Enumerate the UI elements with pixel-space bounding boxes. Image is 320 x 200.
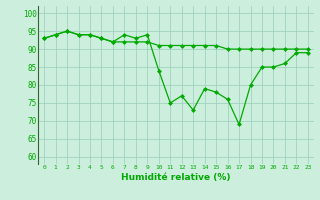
X-axis label: Humidité relative (%): Humidité relative (%) — [121, 173, 231, 182]
